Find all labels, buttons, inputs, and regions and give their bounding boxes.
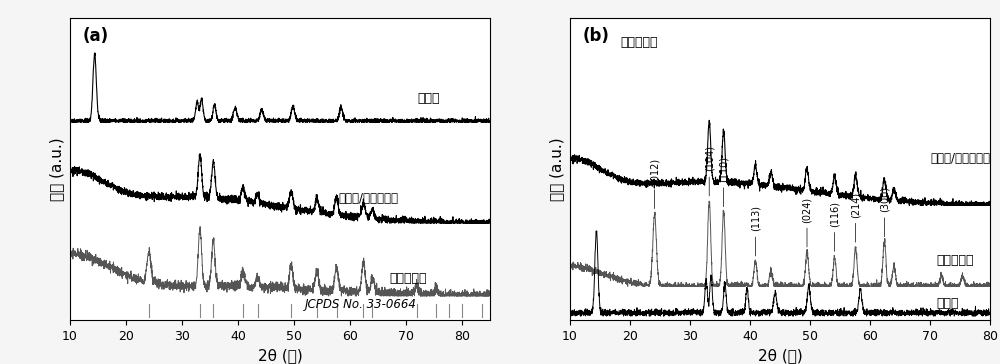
Text: (113): (113): [750, 206, 760, 256]
Text: (b): (b): [583, 27, 609, 45]
Text: (012): (012): [650, 158, 660, 209]
Text: (104): (104): [704, 146, 714, 196]
Text: 硬化饒/三氧化二鐵: 硬化饒/三氧化二鐵: [930, 152, 990, 165]
Text: (a): (a): [83, 27, 109, 45]
Y-axis label: 强度 (a.u.): 强度 (a.u.): [549, 138, 564, 201]
Text: 硬化饒/三氧化二鐵: 硬化饒/三氧化二鐵: [339, 192, 399, 205]
X-axis label: 2θ (度): 2θ (度): [758, 349, 802, 364]
Text: 硬化馒: 硬化馒: [417, 92, 440, 104]
Text: (116): (116): [830, 201, 840, 252]
Y-axis label: 强度 (a.u.): 强度 (a.u.): [49, 138, 64, 201]
Text: (110): (110): [719, 156, 729, 207]
Text: 三氧化二鐵: 三氧化二鐵: [936, 254, 974, 267]
Text: JCPDS No. 33-0664: JCPDS No. 33-0664: [305, 298, 417, 311]
Text: (300): (300): [879, 186, 889, 237]
Text: 热处理之后: 热处理之后: [620, 36, 658, 50]
Text: (024): (024): [802, 197, 812, 247]
Text: (214): (214): [851, 191, 861, 242]
Text: 硬化饒: 硬化饒: [936, 297, 958, 310]
X-axis label: 2θ (度): 2θ (度): [258, 349, 302, 364]
Text: 三氧化二鐵: 三氧化二鐵: [389, 272, 427, 285]
